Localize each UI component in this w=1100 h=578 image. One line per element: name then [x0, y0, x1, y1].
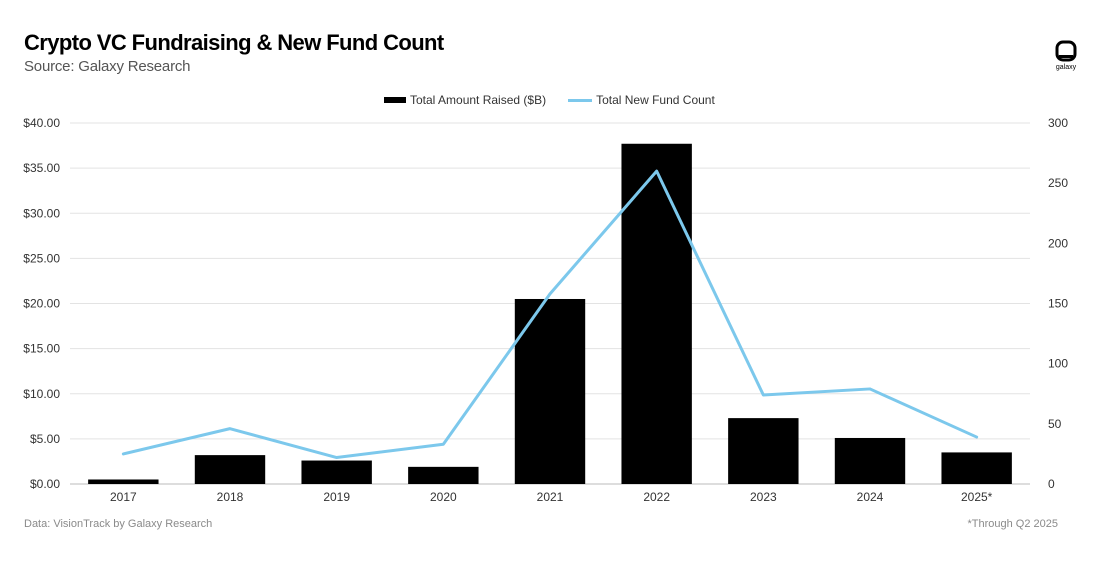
y-left-tick-label: $30.00 — [23, 206, 60, 220]
y-right-tick-label: 0 — [1048, 477, 1055, 491]
y-right-tick-label: 300 — [1048, 116, 1068, 130]
line-series — [121, 169, 979, 460]
footer-source: Data: VisionTrack by Galaxy Research — [24, 518, 213, 530]
chart-title: Crypto VC Fundraising & New Fund Count — [24, 30, 444, 55]
y-left-tick-label: $35.00 — [23, 161, 60, 175]
bar — [621, 143, 692, 484]
y-right-tick-label: 100 — [1048, 357, 1068, 371]
bar — [88, 479, 159, 484]
y-right-tick-label: 50 — [1048, 417, 1062, 431]
x-tick-label: 2023 — [750, 490, 777, 504]
chart-subtitle: Source: Galaxy Research — [24, 58, 191, 75]
y-right-tick-label: 250 — [1048, 176, 1068, 190]
y-right-tick-label: 200 — [1048, 236, 1068, 250]
bar — [834, 437, 906, 484]
bar-series — [88, 143, 1012, 484]
x-tick-label: 2024 — [857, 490, 884, 504]
bar — [194, 455, 266, 484]
x-tick-label: 2019 — [323, 490, 350, 504]
y-right-tick-label: 150 — [1048, 297, 1068, 311]
y-left-tick-label: $10.00 — [23, 387, 60, 401]
x-tick-label: 2017 — [110, 490, 137, 504]
axes: $0.00 $5.00 $10.00 $15.00 $20.00 $25.00 $30.00… — [23, 116, 1068, 504]
y-left-tick-label: $15.00 — [23, 342, 60, 356]
legend-label-amount: Total Amount Raised ($B) — [410, 93, 547, 107]
legend-label-count: Total New Fund Count — [596, 93, 715, 107]
bar — [408, 466, 479, 484]
x-tick-label: 2021 — [537, 490, 564, 504]
footer-note: *Through Q2 2025 — [967, 518, 1058, 530]
x-tick-label: 2022 — [643, 490, 670, 504]
y-left-tick-label: $25.00 — [23, 251, 60, 265]
bar — [941, 452, 1012, 484]
legend-swatch-line — [568, 98, 593, 102]
x-tick-label: 2020 — [430, 490, 457, 504]
x-tick-label: 2018 — [217, 490, 244, 504]
y-left-tick-label: $0.00 — [30, 477, 60, 491]
y-left-tick-label: $5.00 — [30, 432, 60, 446]
y-left-tick-label: $40.00 — [23, 116, 60, 130]
bar — [301, 460, 372, 484]
x-tick-label: 2025* — [961, 490, 993, 504]
bar — [728, 418, 799, 484]
y-left-tick-label: $20.00 — [23, 297, 60, 311]
galaxy-logo-icon — [1055, 40, 1077, 62]
legend-swatch-bar — [384, 97, 406, 103]
logo-text: galaxy — [1055, 64, 1077, 71]
legend: Total Amount Raised ($B) Total New Fund … — [384, 92, 715, 108]
bar — [514, 298, 586, 484]
